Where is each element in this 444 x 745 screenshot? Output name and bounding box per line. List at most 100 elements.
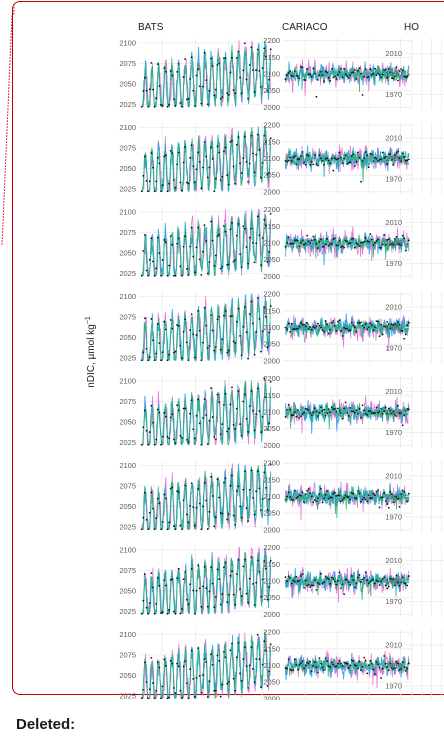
observation-point (208, 419, 211, 422)
observation-point (383, 410, 386, 413)
observation-point (372, 329, 375, 332)
observation-point (160, 443, 162, 446)
y-tick-label: 2000 (263, 356, 280, 365)
observation-point (169, 579, 172, 581)
observation-point (338, 71, 341, 73)
observation-point (343, 593, 346, 595)
y-tick-label: 1970 (385, 344, 402, 353)
y-tick-label: 2050 (119, 671, 136, 680)
observation-point (227, 349, 230, 352)
observation-point (394, 495, 396, 498)
observation-point (367, 582, 370, 585)
observation-point (398, 70, 401, 72)
observation-point (375, 157, 378, 160)
observation-point (344, 239, 347, 242)
observation-point (206, 272, 209, 275)
observation-point (269, 560, 272, 562)
observation-point (395, 66, 398, 69)
observation-point (197, 488, 200, 490)
observation-point (352, 237, 355, 240)
y-tick-label: 2075 (119, 650, 136, 659)
observation-point (216, 318, 219, 321)
observation-point (324, 575, 327, 578)
observation-point (156, 408, 159, 411)
observation-point (223, 314, 225, 317)
observation-point (323, 330, 325, 333)
observation-point (192, 506, 195, 509)
observation-point (361, 324, 364, 327)
observation-point (266, 428, 269, 431)
observation-point (346, 662, 349, 665)
observation-point (369, 497, 372, 499)
observation-point (341, 335, 344, 337)
observation-point (268, 331, 270, 334)
observation-point (206, 176, 209, 179)
observation-point (363, 240, 366, 243)
observation-point (219, 179, 222, 182)
observation-point (203, 224, 206, 227)
series-line-2-panel-1-row-1 (285, 148, 410, 182)
observation-point (195, 246, 198, 249)
observation-point (148, 511, 151, 514)
observation-point (394, 584, 396, 587)
observation-point (173, 274, 175, 277)
observation-point (190, 567, 193, 570)
observation-point (290, 582, 293, 585)
observation-point (292, 499, 295, 502)
observation-point (140, 359, 143, 362)
observation-point (309, 73, 312, 76)
observation-point (198, 587, 201, 590)
observation-point (284, 576, 287, 579)
observation-point (166, 105, 169, 108)
observation-point (216, 64, 219, 66)
observation-point (182, 76, 185, 78)
observation-point (173, 525, 175, 527)
observation-point (189, 504, 191, 507)
observation-point (350, 71, 353, 74)
observation-point (140, 190, 143, 193)
observation-point (306, 584, 309, 587)
observation-point (346, 163, 349, 165)
observation-point (202, 674, 204, 676)
observation-point (203, 658, 206, 660)
observation-point (355, 242, 358, 244)
observation-point (394, 75, 396, 78)
observation-point (303, 411, 305, 414)
observation-point (252, 69, 254, 72)
y-tick-label: 2010 (385, 49, 402, 58)
observation-point (384, 406, 387, 409)
observation-point (250, 390, 253, 392)
observation-point (234, 92, 237, 95)
observation-point (164, 415, 167, 418)
observation-point (406, 324, 409, 327)
observation-point (296, 239, 299, 242)
observation-point (187, 603, 190, 606)
observation-point (264, 486, 267, 489)
observation-point (169, 319, 172, 321)
series-line-2-panel-0-row-7 (141, 631, 272, 700)
observation-point (296, 495, 299, 498)
observation-point (184, 484, 187, 487)
observation-point (366, 414, 369, 416)
y-tick-label: 2050 (119, 333, 136, 342)
observation-point (312, 67, 315, 70)
observation-point (292, 669, 295, 672)
observation-point (407, 408, 410, 411)
observation-point (350, 238, 353, 240)
observation-point (214, 177, 217, 180)
observation-point (202, 250, 204, 253)
observation-point (349, 242, 352, 244)
observation-point (313, 326, 316, 329)
observation-point (171, 327, 174, 330)
observation-point (176, 662, 179, 665)
observation-point (315, 163, 318, 165)
observation-point (150, 491, 153, 494)
observation-point (363, 409, 366, 412)
observation-point (389, 409, 392, 412)
observation-point (255, 581, 258, 584)
observation-point (394, 413, 396, 416)
observation-point (340, 500, 342, 503)
observation-point (214, 596, 217, 598)
observation-point (239, 672, 241, 675)
observation-point (213, 349, 216, 352)
